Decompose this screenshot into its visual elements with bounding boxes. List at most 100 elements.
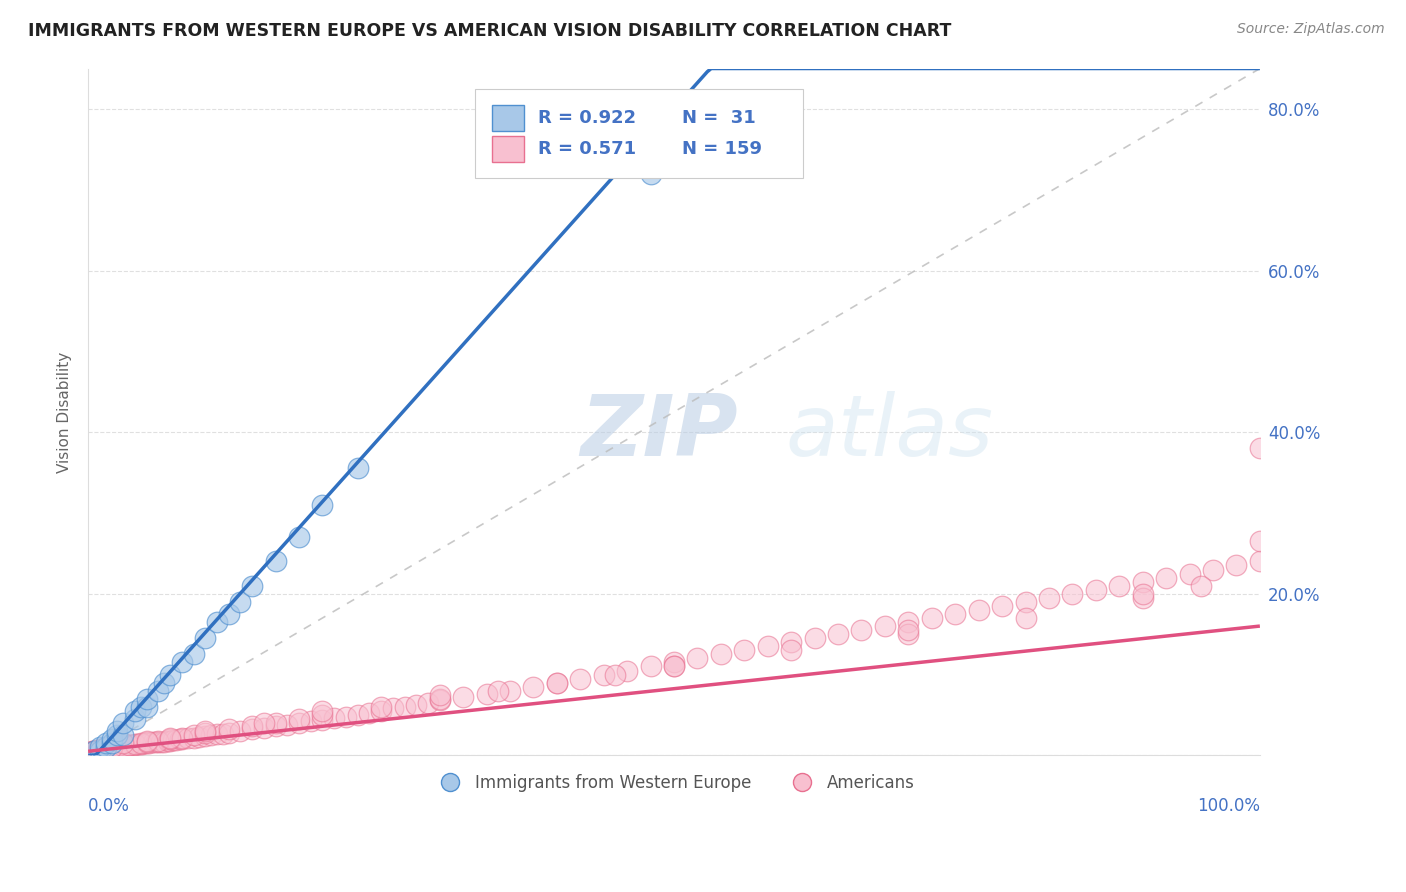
Point: [94, 741, 117, 756]
Point: [1038, 591, 1060, 605]
Point: [499, 683, 522, 698]
Point: [827, 627, 849, 641]
Text: ZIP: ZIP: [581, 391, 738, 474]
Point: [522, 680, 544, 694]
Point: [288, 712, 311, 726]
Point: [135, 735, 157, 749]
Point: [94, 736, 117, 750]
Point: [101, 740, 124, 755]
Point: [346, 461, 368, 475]
Point: [780, 635, 803, 649]
Point: [218, 725, 240, 739]
Point: [486, 683, 509, 698]
Point: [276, 717, 298, 731]
Point: [107, 739, 129, 754]
Point: [153, 734, 176, 748]
Point: [299, 714, 322, 729]
Point: [112, 739, 135, 753]
Text: N =  31: N = 31: [682, 109, 755, 127]
Point: [131, 737, 153, 751]
Point: [83, 744, 105, 758]
Point: [592, 667, 614, 681]
Text: IMMIGRANTS FROM WESTERN EUROPE VS AMERICAN VISION DISABILITY CORRELATION CHART: IMMIGRANTS FROM WESTERN EUROPE VS AMERIC…: [28, 22, 952, 40]
Point: [134, 736, 156, 750]
Point: [194, 729, 217, 743]
Point: [873, 619, 896, 633]
Point: [1249, 442, 1271, 456]
Point: [84, 743, 107, 757]
Point: [264, 554, 287, 568]
Point: [1132, 587, 1154, 601]
Point: [129, 736, 152, 750]
Point: [359, 706, 381, 721]
Point: [546, 675, 568, 690]
Point: [100, 740, 122, 755]
Point: [212, 726, 235, 740]
Point: [640, 659, 662, 673]
Point: [138, 736, 160, 750]
Text: Source: ZipAtlas.com: Source: ZipAtlas.com: [1237, 22, 1385, 37]
FancyBboxPatch shape: [492, 136, 523, 162]
Point: [311, 708, 333, 723]
Point: [149, 734, 172, 748]
Point: [311, 713, 333, 727]
Point: [110, 739, 132, 754]
Point: [86, 743, 108, 757]
Point: [96, 742, 118, 756]
Point: [135, 691, 157, 706]
Point: [94, 742, 117, 756]
Text: atlas: atlas: [786, 391, 993, 474]
Point: [897, 627, 920, 641]
Point: [177, 731, 200, 746]
Point: [107, 739, 129, 754]
Point: [640, 167, 662, 181]
Point: [135, 733, 157, 747]
Point: [148, 683, 170, 698]
Text: 0.0%: 0.0%: [89, 797, 129, 814]
Point: [605, 667, 627, 681]
Point: [429, 691, 451, 706]
Point: [162, 733, 184, 747]
Point: [405, 698, 427, 713]
Point: [253, 716, 276, 731]
Point: [120, 738, 142, 752]
Point: [686, 651, 709, 665]
Point: [159, 732, 181, 747]
Point: [205, 727, 228, 741]
Point: [264, 716, 287, 731]
Point: [710, 648, 733, 662]
Point: [218, 723, 240, 737]
Point: [921, 611, 943, 625]
Point: [569, 672, 592, 686]
Point: [416, 696, 439, 710]
Point: [111, 739, 134, 753]
Point: [756, 640, 779, 654]
Point: [83, 744, 105, 758]
Point: [229, 595, 252, 609]
Point: [1014, 611, 1036, 625]
Point: [124, 704, 146, 718]
Point: [780, 643, 803, 657]
Point: [145, 735, 167, 749]
Point: [897, 623, 920, 637]
Point: [967, 603, 990, 617]
Point: [117, 739, 139, 753]
FancyBboxPatch shape: [492, 105, 523, 131]
Point: [183, 728, 205, 742]
Point: [135, 736, 157, 750]
Point: [112, 739, 135, 753]
Point: [93, 742, 115, 756]
Point: [381, 701, 404, 715]
Point: [662, 659, 685, 673]
Point: [943, 607, 966, 621]
Point: [240, 723, 263, 737]
Point: [897, 615, 920, 629]
Point: [100, 741, 122, 756]
Point: [86, 743, 108, 757]
Point: [1189, 579, 1212, 593]
Point: [311, 704, 333, 718]
Point: [98, 741, 121, 756]
Point: [112, 716, 135, 731]
Point: [194, 631, 217, 645]
Point: [1132, 591, 1154, 605]
